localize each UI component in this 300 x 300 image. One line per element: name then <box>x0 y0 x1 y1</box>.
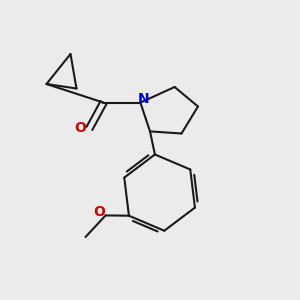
Text: O: O <box>93 206 105 219</box>
Text: N: N <box>138 92 149 106</box>
Text: O: O <box>74 122 86 135</box>
